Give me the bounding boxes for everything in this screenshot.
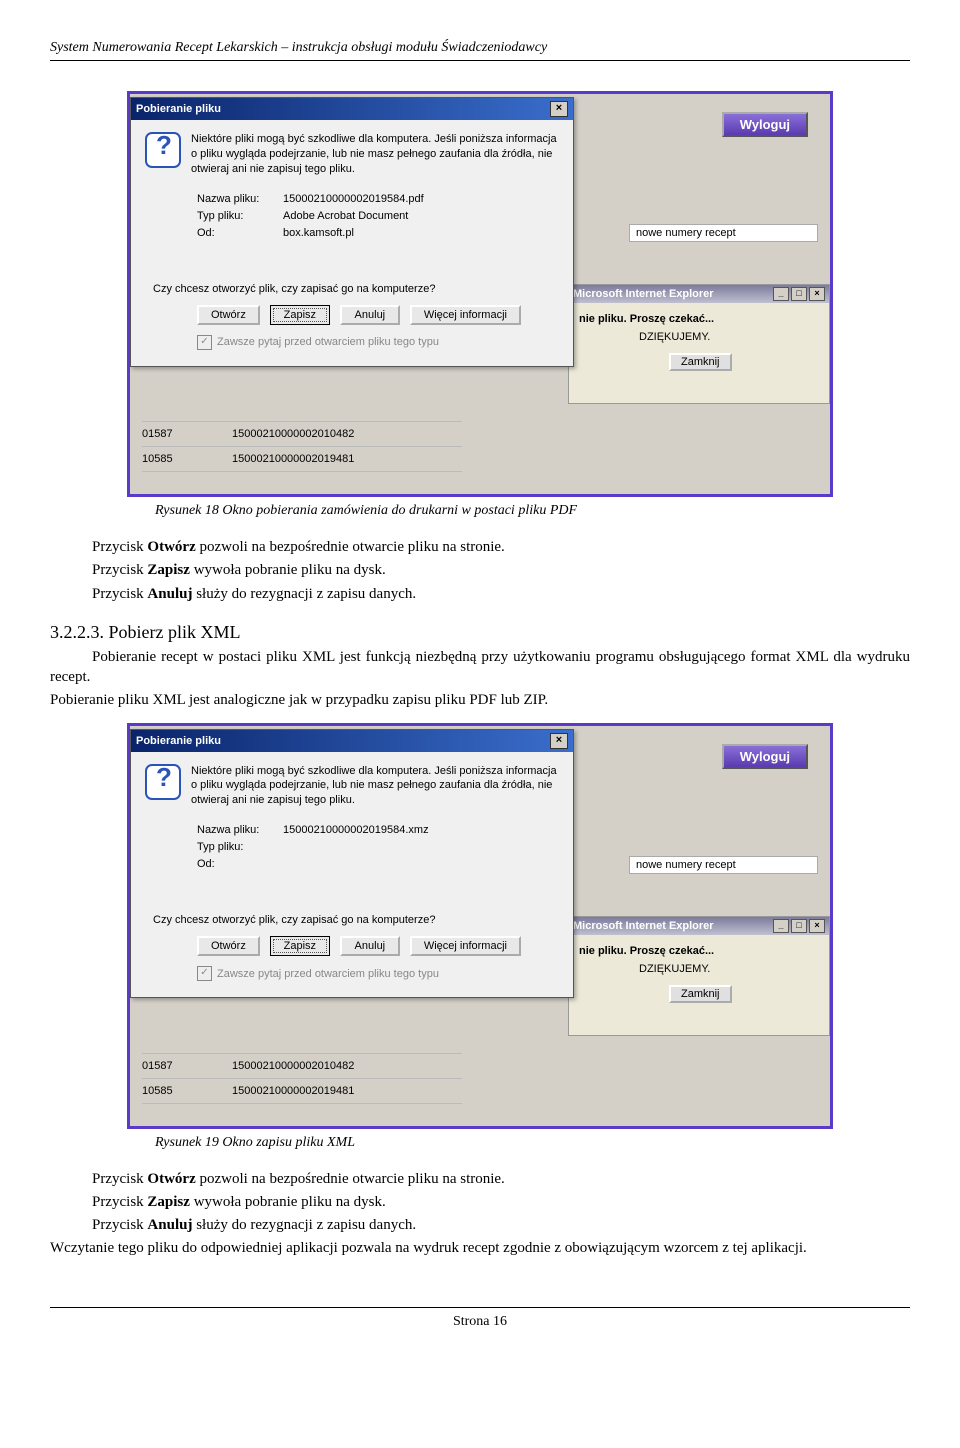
nowe-numery-label: nowe numery recept [629,224,818,242]
cell: 15000210000002019481 [232,453,354,465]
close-icon[interactable]: × [809,919,825,933]
logout-button[interactable]: Wyloguj [722,744,808,769]
logout-button[interactable]: Wyloguj [722,112,808,137]
cell: 10585 [142,1085,232,1097]
value-filename: 15000210000002019584.pdf [283,193,424,205]
dialog-close-icon[interactable]: × [550,733,568,749]
ie-close-button[interactable]: Zamknij [669,353,732,371]
ie-popup: Microsoft Internet Explorer _ □ × nie pl… [568,916,830,1036]
value-filename: 15000210000002019584.xmz [283,824,429,836]
dialog-title: Pobieranie pliku [136,735,221,747]
figure-19: Wyloguj nowe numery recept Microsoft Int… [127,723,833,1129]
figure-18: Wyloguj nowe numery recept Microsoft Int… [127,91,833,497]
data-table: 0158715000210000002010482 10585150002100… [142,1053,462,1118]
ie-wait-text: nie pliku. Proszę czekać... [579,945,819,957]
ie-thanks-text: DZIĘKUJEMY. [639,963,819,975]
cell: 15000210000002010482 [232,428,354,440]
data-table: 0158715000210000002010482 10585150002100… [142,421,462,486]
body-text-1: Przycisk Otwórz pozwoli na bezpośrednie … [50,537,910,604]
value-from: box.kamsoft.pl [283,227,354,239]
close-icon[interactable]: × [809,287,825,301]
more-info-button[interactable]: Więcej informacji [410,305,521,325]
always-ask-label: Zawsze pytaj przed otwarciem pliku tego … [217,968,439,980]
ie-thanks-text: DZIĘKUJEMY. [639,331,819,343]
dialog-warning: Niektóre pliki mogą być szkodliwe dla ko… [191,764,559,809]
always-ask-checkbox[interactable]: ✓ [197,335,212,350]
body-text-2: Przycisk Otwórz pozwoli na bezpośrednie … [50,1169,910,1259]
always-ask-checkbox[interactable]: ✓ [197,966,212,981]
more-info-button[interactable]: Więcej informacji [410,936,521,956]
ie-close-button[interactable]: Zamknij [669,985,732,1003]
figure-18-caption: Rysunek 18 Okno pobierania zamówienia do… [155,503,910,519]
maximize-icon[interactable]: □ [791,919,807,933]
label-filetype: Typ pliku: [197,210,283,222]
dialog-warning: Niektóre pliki mogą być szkodliwe dla ko… [191,132,559,177]
page-footer: Strona 16 [50,1307,910,1330]
ie-popup: Microsoft Internet Explorer _ □ × nie pl… [568,284,830,404]
label-from: Od: [197,858,283,870]
save-button[interactable]: Zapisz [270,936,330,956]
open-button[interactable]: Otwórz [197,936,260,956]
open-button[interactable]: Otwórz [197,305,260,325]
page-header: System Numerowania Recept Lekarskich – i… [50,40,910,61]
label-filename: Nazwa pliku: [197,824,283,836]
cancel-button[interactable]: Anuluj [340,936,400,956]
section-heading: 3.2.2.3. Pobierz plik XML [50,622,910,643]
dialog-question: Czy chcesz otworzyć plik, czy zapisać go… [153,914,559,926]
cell: 15000210000002019481 [232,1085,354,1097]
cell: 10585 [142,453,232,465]
always-ask-label: Zawsze pytaj przed otwarciem pliku tego … [217,336,439,348]
label-filename: Nazwa pliku: [197,193,283,205]
figure-19-caption: Rysunek 19 Okno zapisu pliku XML [155,1135,910,1151]
value-filetype: Adobe Acrobat Document [283,210,408,222]
minimize-icon[interactable]: _ [773,919,789,933]
download-dialog: Pobieranie pliku × Niektóre pliki mogą b… [130,729,574,999]
question-icon [145,132,181,168]
label-filetype: Typ pliku: [197,841,283,853]
nowe-numery-label: nowe numery recept [629,856,818,874]
cancel-button[interactable]: Anuluj [340,305,400,325]
label-from: Od: [197,227,283,239]
save-button[interactable]: Zapisz [270,305,330,325]
download-dialog: Pobieranie pliku × Niektóre pliki mogą b… [130,97,574,367]
ie-title: Microsoft Internet Explorer [573,920,714,932]
question-icon [145,764,181,800]
ie-wait-text: nie pliku. Proszę czekać... [579,313,819,325]
cell: 15000210000002010482 [232,1060,354,1072]
maximize-icon[interactable]: □ [791,287,807,301]
dialog-question: Czy chcesz otworzyć plik, czy zapisać go… [153,283,559,295]
ie-title: Microsoft Internet Explorer [573,288,714,300]
dialog-title: Pobieranie pliku [136,103,221,115]
section-body: Pobieranie recept w postaci pliku XML je… [50,647,910,711]
cell: 01587 [142,428,232,440]
cell: 01587 [142,1060,232,1072]
dialog-close-icon[interactable]: × [550,101,568,117]
minimize-icon[interactable]: _ [773,287,789,301]
